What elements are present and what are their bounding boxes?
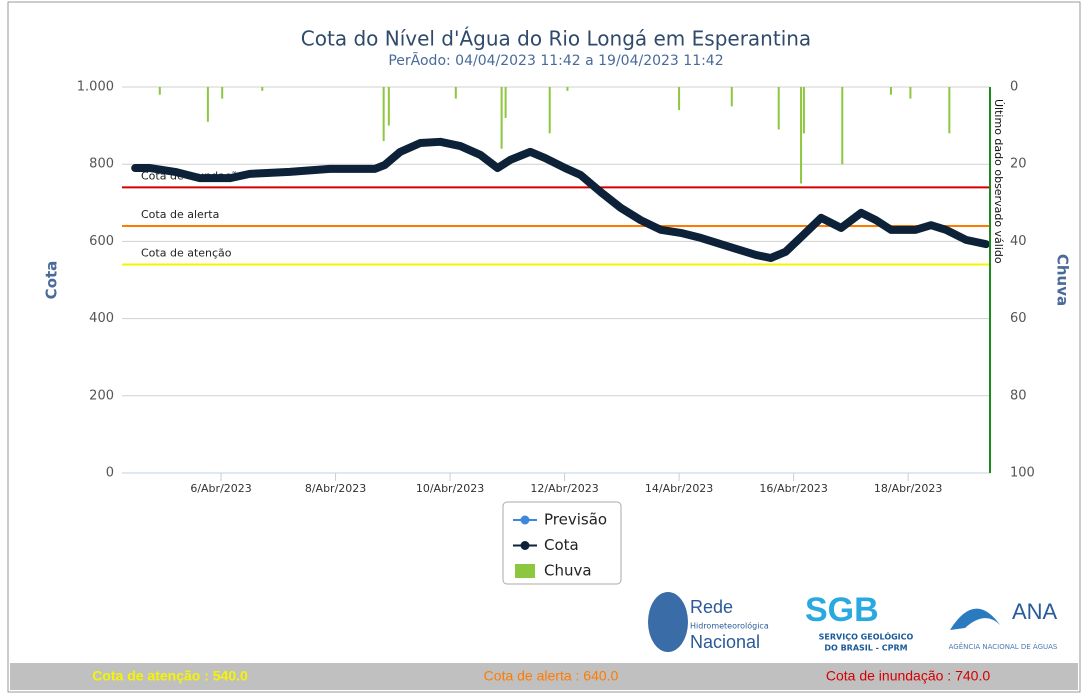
x-tick-label: 16/Abr/2023 (759, 482, 827, 495)
y-tick-label: 400 (89, 311, 114, 326)
rain-bar (387, 87, 390, 126)
logo-text: AGÊNCIA NACIONAL DE ÁGUAS (949, 642, 1058, 651)
y2-tick-label: 60 (1010, 311, 1027, 326)
y2-tick-label: 20 (1010, 157, 1027, 172)
legend-swatch (520, 541, 530, 550)
chart-title: Cota do Nível d'Água do Rio Longá em Esp… (301, 27, 811, 51)
legend-swatch (515, 564, 535, 578)
x-tick-label: 18/Abr/2023 (874, 482, 942, 495)
footer-bar (10, 663, 1078, 690)
logo-text: SGB (805, 591, 879, 629)
rain-bar (261, 87, 264, 91)
y-tick-label: 0 (106, 466, 114, 481)
logo-text: ANA (1012, 599, 1058, 624)
y2-tick-label: 80 (1010, 388, 1027, 403)
legend-swatch (520, 515, 530, 525)
logo-text: Rede (690, 597, 733, 617)
logo-text: DO BRASIL - CPRM (824, 644, 907, 653)
y-tick-label: 1.000 (77, 80, 114, 95)
x-tick-label: 12/Abr/2023 (530, 482, 598, 495)
footer-label: Cota de alerta : 640.0 (484, 668, 619, 684)
legend-label: Previsão (544, 511, 607, 529)
threshold-label: Cota de atenção (141, 247, 232, 260)
rain-bar (454, 87, 457, 99)
logo-text: Nacional (690, 632, 760, 652)
rain-bar (802, 87, 805, 134)
y2-tick-label: 0 (1010, 80, 1018, 95)
footer-label: Cota de atenção : 540.0 (92, 668, 248, 684)
rain-bar (678, 87, 681, 111)
rain-bar (566, 87, 569, 91)
frame (7, 1, 1081, 693)
logo-ana: ANA AGÊNCIA NACIONAL DE ÁGUAS (949, 599, 1058, 651)
rain-bar (158, 87, 161, 95)
y-axis-title: Cota (43, 261, 61, 300)
rain-bar (504, 87, 507, 118)
logo-text: SERVIÇO GEOLÓGICO (819, 631, 914, 642)
rain-bar (948, 87, 951, 134)
threshold-label: Cota de alerta (141, 208, 219, 221)
rain-bar (800, 87, 803, 184)
x-tick-label: 8/Abr/2023 (305, 482, 366, 495)
rain-bar (548, 87, 551, 134)
rain-bar (500, 87, 503, 149)
y2-tick-label: 40 (1010, 234, 1027, 249)
rain-bar (221, 87, 224, 99)
chart-subtitle: PerÃodo: 04/04/2023 11:42 a 19/04/2023 1… (388, 52, 723, 69)
y-tick-label: 600 (89, 234, 114, 249)
legend-box (502, 501, 622, 585)
rain-bar (889, 87, 892, 95)
x-tick-label: 14/Abr/2023 (645, 482, 713, 495)
logo-shape (950, 608, 1000, 630)
last-observed-label: Último dado observado válido (992, 99, 1005, 264)
rain-bar (777, 87, 780, 130)
rain-bar (206, 87, 209, 122)
rain-bar (841, 87, 844, 165)
y-tick-label: 200 (89, 388, 114, 403)
x-tick-label: 10/Abr/2023 (416, 482, 484, 495)
footer-label: Cota de inundação : 740.0 (826, 668, 990, 684)
logo-rede: Rede Hidrometeorológica Nacional (648, 592, 769, 652)
legend-label: Cota (544, 536, 579, 554)
y-tick-label: 800 (89, 157, 114, 172)
legend-label: Chuva (544, 562, 592, 580)
rain-bar (909, 87, 912, 99)
cota-line (131, 137, 990, 262)
y2-axis-title: Chuva (1054, 254, 1072, 306)
y2-tick-label: 100 (1010, 466, 1035, 481)
logo-sgb: SGB SERVIÇO GEOLÓGICO DO BRASIL - CPRM (805, 591, 914, 653)
logo-text: Hidrometeorológica (690, 621, 769, 631)
x-tick-label: 6/Abr/2023 (190, 482, 251, 495)
rain-bar (382, 87, 385, 142)
rain-bar (730, 87, 733, 107)
logo-shape (648, 592, 688, 652)
